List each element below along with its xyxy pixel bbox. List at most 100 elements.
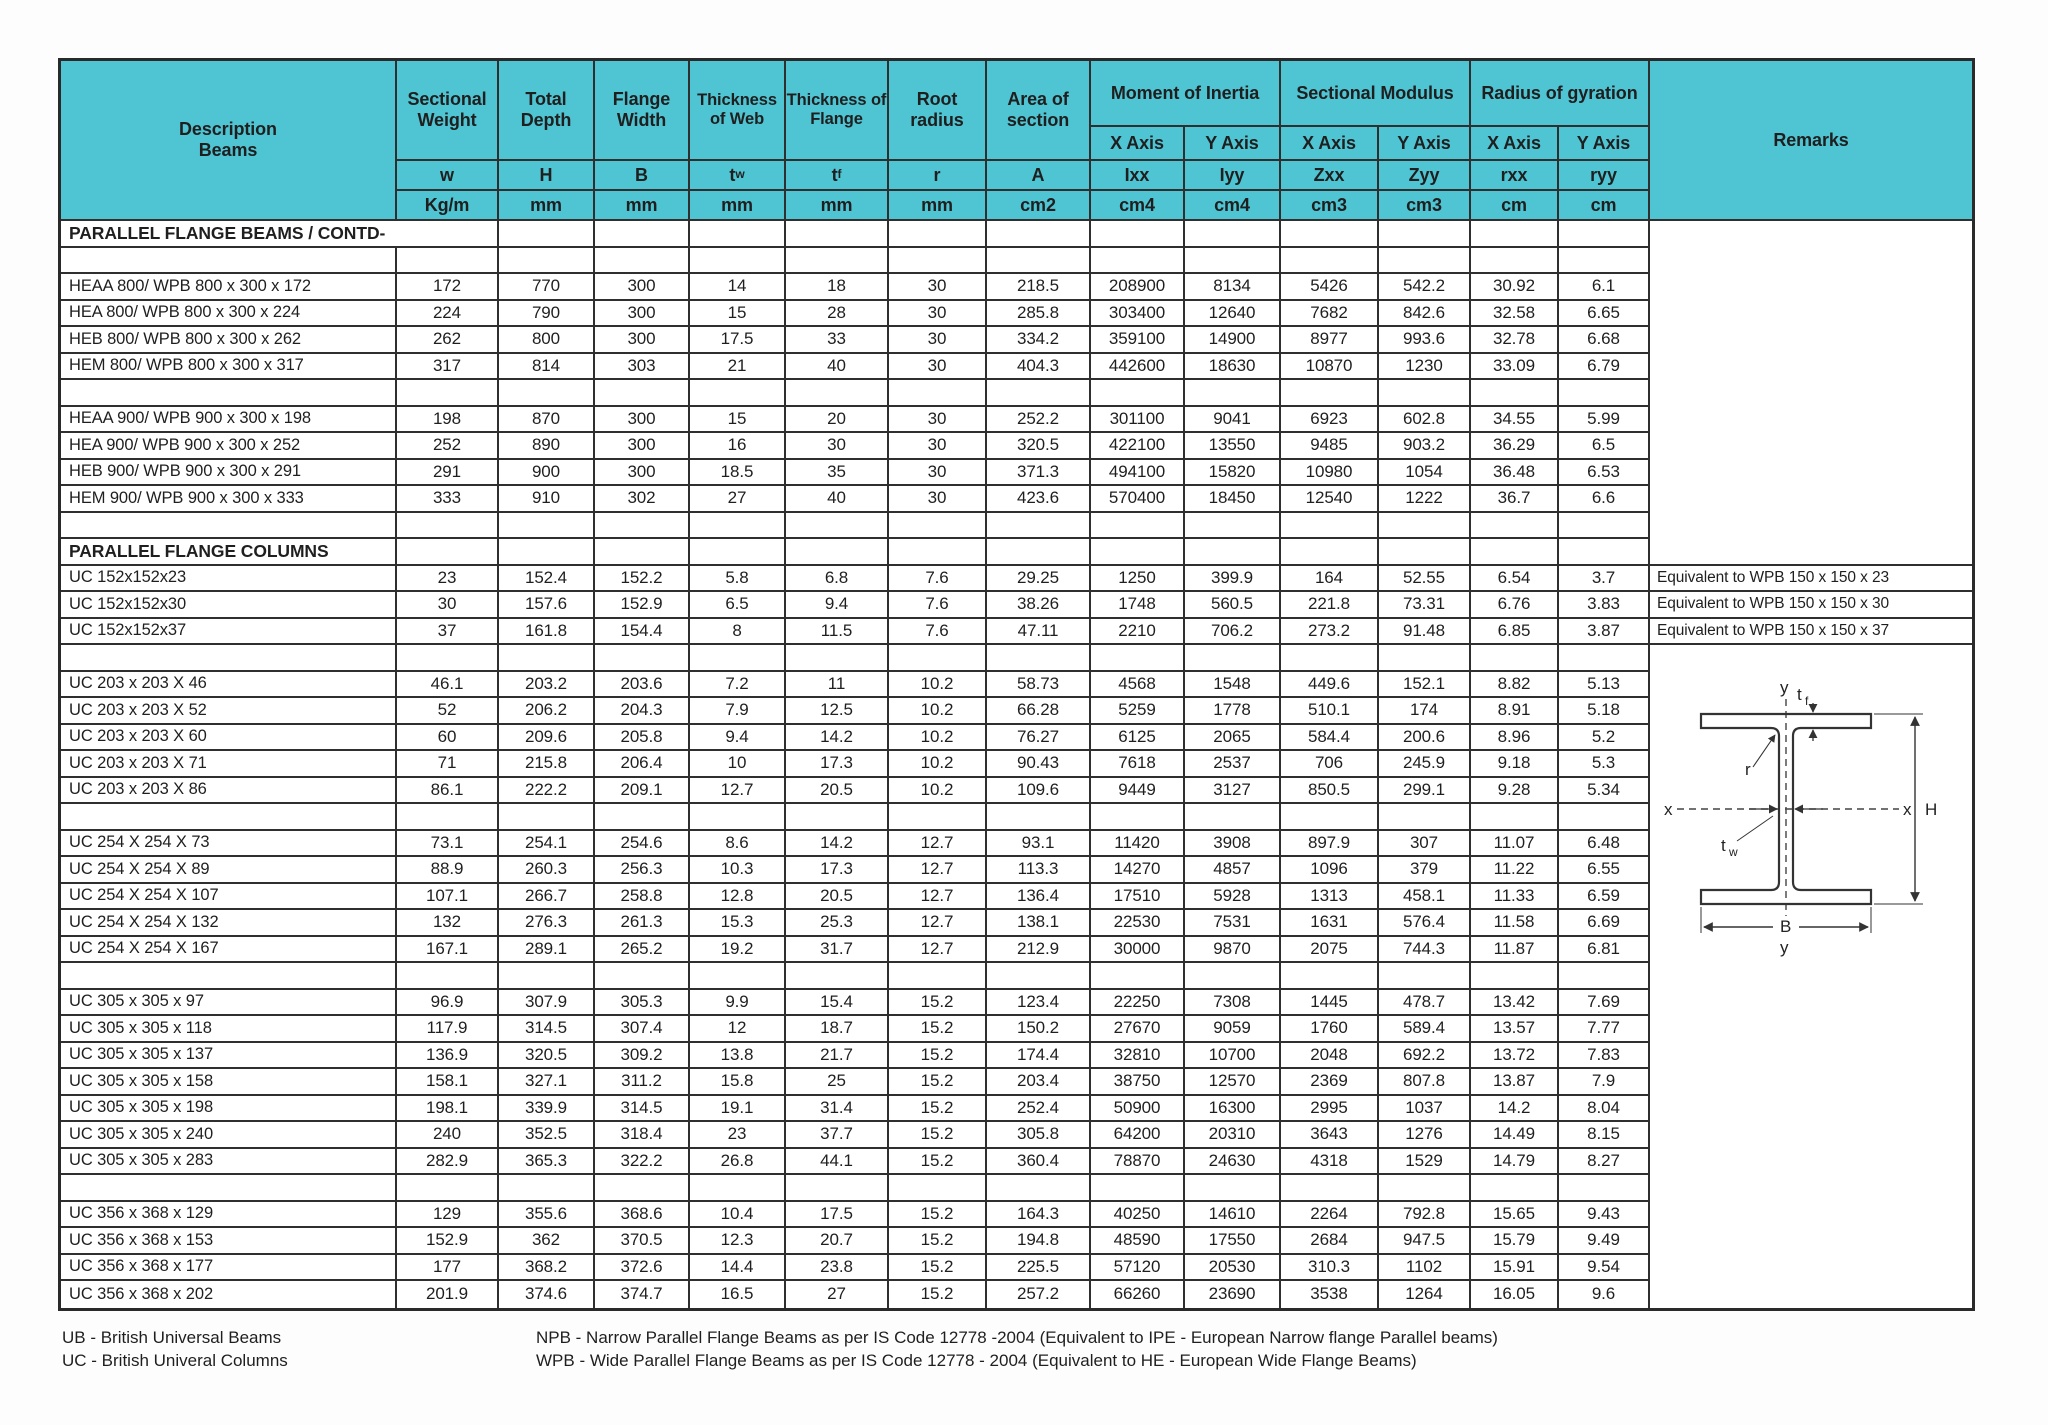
empty-cell [595, 645, 690, 672]
value-cell: 14900 [1185, 327, 1281, 354]
beam-description-cell: UC 152x152x37 [61, 618, 397, 645]
value-cell: 807.8 [1379, 1069, 1471, 1096]
tw-label: t [1721, 836, 1726, 855]
empty-cell [1281, 963, 1379, 990]
value-cell: 30.92 [1471, 274, 1559, 301]
value-cell: 20.5 [786, 777, 889, 804]
value-cell: 20.5 [786, 883, 889, 910]
value-cell: 423.6 [987, 486, 1091, 513]
empty-cell [499, 247, 595, 274]
value-cell: 14.2 [1471, 1095, 1559, 1122]
value-cell: 370.5 [595, 1228, 690, 1255]
value-cell: 2210 [1091, 618, 1185, 645]
empty-cell [397, 380, 499, 407]
value-cell: 2995 [1281, 1095, 1379, 1122]
value-cell: 2075 [1281, 936, 1379, 963]
value-cell: 32.78 [1471, 327, 1559, 354]
value-cell: 5.13 [1559, 671, 1650, 698]
value-cell: 311.2 [595, 1069, 690, 1096]
value-cell: 307.4 [595, 1016, 690, 1043]
value-cell: 205.8 [595, 724, 690, 751]
value-cell: 30 [786, 433, 889, 460]
value-cell: 692.2 [1379, 1042, 1471, 1069]
value-cell: 7308 [1185, 989, 1281, 1016]
value-cell: 14.79 [1471, 1148, 1559, 1175]
ibeam-outline [1699, 712, 1873, 906]
beam-description-cell: HEB 900/ WPB 900 x 300 x 291 [61, 459, 397, 486]
value-cell: 15.2 [889, 989, 987, 1016]
value-cell: 12.5 [786, 698, 889, 725]
empty-cell [1091, 221, 1185, 248]
value-cell: 209.1 [595, 777, 690, 804]
value-cell: 6.79 [1559, 353, 1650, 380]
value-cell: 9.6 [1559, 1281, 1650, 1308]
empty-cell [397, 539, 499, 566]
value-cell: 224 [397, 300, 499, 327]
value-cell: 374.6 [499, 1281, 595, 1308]
column-header-root-radius: Root radius [889, 61, 987, 161]
value-cell: 12640 [1185, 300, 1281, 327]
empty-cell [499, 221, 595, 248]
beam-description-cell: UC 254 X 254 X 107 [61, 883, 397, 910]
beam-description-cell: UC 356 x 368 x 129 [61, 1201, 397, 1228]
value-cell: 352.5 [499, 1122, 595, 1149]
empty-cell [1281, 380, 1379, 407]
value-cell: 30 [397, 592, 499, 619]
empty-cell [595, 380, 690, 407]
value-cell: 21 [690, 353, 786, 380]
value-cell: 12.7 [690, 777, 786, 804]
value-cell: 3643 [1281, 1122, 1379, 1149]
unit-header-r: mm [889, 191, 987, 221]
value-cell: 9.4 [786, 592, 889, 619]
beam-description-cell: UC 305 x 305 x 240 [61, 1122, 397, 1149]
value-cell: 60 [397, 724, 499, 751]
value-cell: 107.1 [397, 883, 499, 910]
value-cell: 14610 [1185, 1201, 1281, 1228]
empty-cell [1379, 221, 1471, 248]
value-cell: 494100 [1091, 459, 1185, 486]
value-cell: 8.82 [1471, 671, 1559, 698]
value-cell: 6.55 [1559, 857, 1650, 884]
value-cell: 260.3 [499, 857, 595, 884]
empty-cell [987, 804, 1091, 831]
empty-cell [1471, 963, 1559, 990]
value-cell: 257.2 [987, 1281, 1091, 1308]
value-cell: 40250 [1091, 1201, 1185, 1228]
value-cell: 25.3 [786, 910, 889, 937]
value-cell: 7.77 [1559, 1016, 1650, 1043]
value-cell: 5.99 [1559, 406, 1650, 433]
unit-header-zxx: cm3 [1281, 191, 1379, 221]
value-cell: 1778 [1185, 698, 1281, 725]
empty-cell [987, 1175, 1091, 1202]
value-cell: 152.9 [595, 592, 690, 619]
empty-cell [61, 512, 397, 539]
y-axis-bottom-label: y [1780, 938, 1789, 957]
value-cell: 10980 [1281, 459, 1379, 486]
value-cell: 1096 [1281, 857, 1379, 884]
value-cell: 355.6 [499, 1201, 595, 1228]
value-cell: 30 [889, 353, 987, 380]
empty-cell [1281, 804, 1379, 831]
empty-cell [690, 1175, 786, 1202]
value-cell: 314.5 [595, 1095, 690, 1122]
value-cell: 136.4 [987, 883, 1091, 910]
value-cell: 16300 [1185, 1095, 1281, 1122]
value-cell: 12 [690, 1016, 786, 1043]
value-cell: 13.72 [1471, 1042, 1559, 1069]
value-cell: 6.65 [1559, 300, 1650, 327]
value-cell: 560.5 [1185, 592, 1281, 619]
value-cell: 30 [889, 406, 987, 433]
value-cell: 73.1 [397, 830, 499, 857]
value-cell: 1250 [1091, 565, 1185, 592]
column-header-remarks: Remarks [1650, 61, 1972, 221]
value-cell: 19.1 [690, 1095, 786, 1122]
empty-cell [1091, 380, 1185, 407]
unit-header-tw: mm [690, 191, 786, 221]
value-cell: 7.69 [1559, 989, 1650, 1016]
value-cell: 240 [397, 1122, 499, 1149]
value-cell: 10.3 [690, 857, 786, 884]
empty-cell [1379, 539, 1471, 566]
value-cell: 50900 [1091, 1095, 1185, 1122]
remark-cell: Equivalent to WPB 150 x 150 x 37 [1650, 619, 1972, 645]
empty-cell [61, 645, 397, 672]
